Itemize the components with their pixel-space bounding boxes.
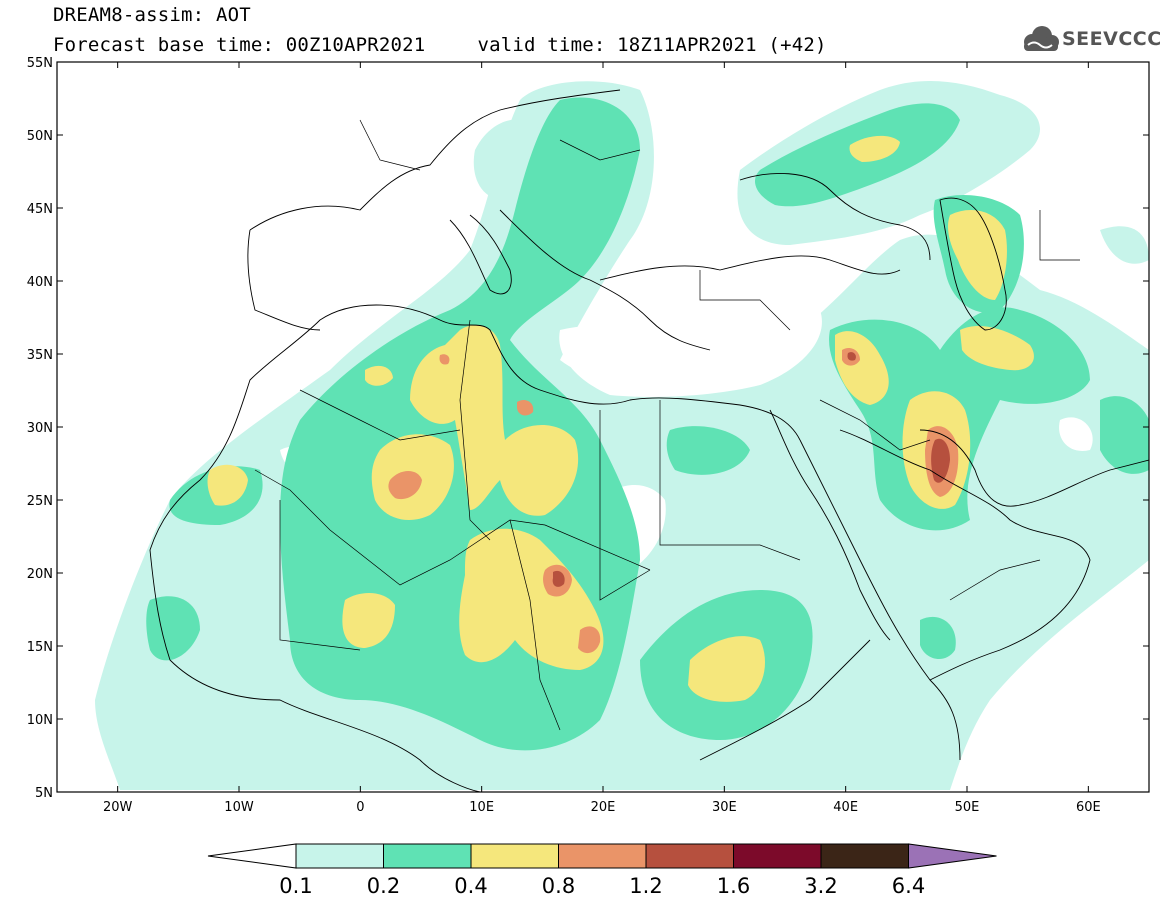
colorbar-level-label: 3.2 [804, 874, 837, 898]
colorbar-level-label: 1.2 [629, 874, 662, 898]
lon-tick-label: 20E [591, 800, 616, 815]
colorbar-level-label: 0.2 [367, 874, 400, 898]
lat-tick-label: 25N [27, 494, 53, 509]
logo-text: SEEVCCC [1062, 28, 1162, 50]
base-time-label: Forecast base time: 00Z10APR2021 [53, 34, 426, 56]
colorbar-swatch [558, 843, 647, 869]
colorbar: 0.1 0.2 0.4 0.8 1.2 1.6 3.2 6.4 [207, 843, 997, 898]
colorbar-swatch [733, 843, 822, 869]
lat-tick-label: 10N [27, 713, 53, 728]
latitude-axis: 55N 50N 45N 40N 35N 30N 25N 20N 15N 10N 5N [27, 56, 1149, 801]
lat-tick-label: 45N [27, 202, 53, 217]
colorbar-level-label: 0.8 [542, 874, 575, 898]
coastlines [149, 89, 1149, 792]
lon-tick-label: 10E [469, 800, 494, 815]
colorbar-level-label: 0.4 [454, 874, 487, 898]
lon-tick-label: 10W [224, 800, 254, 815]
aot-field [95, 80, 1149, 791]
map-title: DREAM8-assim: AOT [53, 4, 251, 26]
cloud-logo-icon [1024, 26, 1059, 51]
lon-tick-label: 20W [103, 800, 133, 815]
lat-tick-label: 40N [27, 275, 53, 290]
colorbar-swatch [820, 843, 909, 869]
country-borders [254, 119, 1080, 731]
forecast-times: Forecast base time: 00Z10APR2021 valid ti… [53, 34, 827, 56]
lon-tick-label: 0 [356, 800, 364, 815]
valid-time-label: valid time: 18Z11APR2021 (+42) [477, 34, 827, 56]
colorbar-level-label: 6.4 [892, 874, 925, 898]
lat-tick-label: 5N [35, 786, 53, 801]
lat-tick-label: 50N [27, 129, 53, 144]
lat-tick-label: 20N [27, 567, 53, 582]
lat-tick-label: 55N [27, 56, 53, 71]
lon-tick-label: 60E [1076, 800, 1101, 815]
colorbar-swatch [295, 843, 384, 869]
colorbar-swatch [383, 843, 472, 869]
aot-level-1-2 [552, 352, 950, 587]
colorbar-level-label: 0.1 [279, 874, 312, 898]
colorbar-high-triangle [908, 843, 997, 869]
colorbar-low-triangle [207, 843, 297, 869]
lon-tick-label: 30E [712, 800, 737, 815]
lat-tick-label: 35N [27, 348, 53, 363]
longitude-axis: 20W 10W 0 10E 20E 30E 40E 50E 60E [103, 62, 1101, 815]
lat-tick-label: 15N [27, 640, 53, 655]
lat-tick-label: 30N [27, 421, 53, 436]
lon-tick-label: 50E [955, 800, 980, 815]
colorbar-level-label: 1.6 [717, 874, 750, 898]
colorbar-swatch [470, 843, 559, 869]
colorbar-swatch [645, 843, 734, 869]
lon-tick-label: 40E [833, 800, 858, 815]
